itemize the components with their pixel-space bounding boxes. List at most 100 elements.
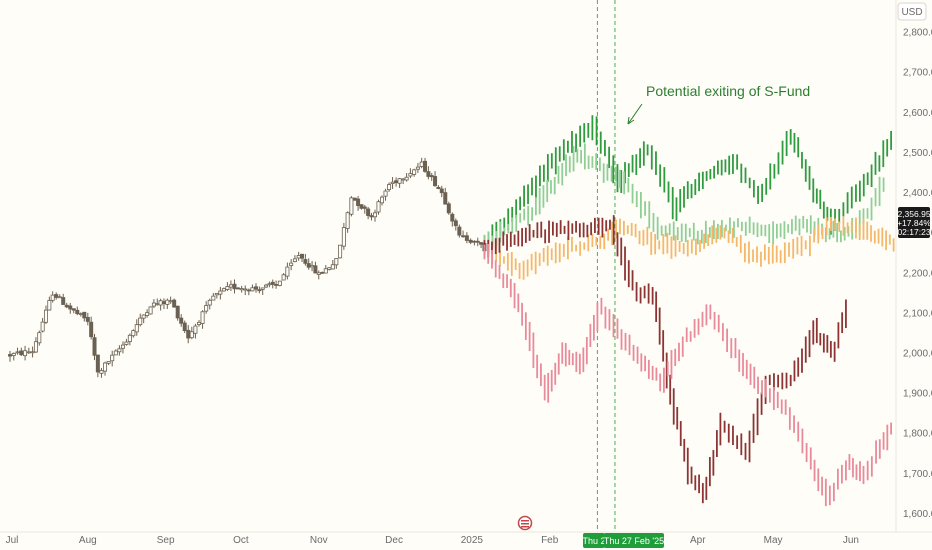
candle-body [264, 284, 269, 288]
price-tick-label[interactable]: 2,800.00 [903, 28, 932, 39]
candle-body [415, 166, 420, 170]
candle-body [243, 288, 248, 291]
candle-body [341, 227, 346, 247]
candle-body [92, 337, 97, 356]
price-tick-label[interactable]: 1,800.00 [903, 429, 932, 440]
candle-body [453, 220, 458, 227]
projection-bars [483, 115, 895, 507]
candle-body [475, 240, 480, 243]
candle-body [404, 176, 409, 181]
time-scale[interactable]: Jul Aug Sep Oct Nov Dec 2025 Feb Apr May Jun [6, 535, 859, 546]
price-tick-label[interactable]: 2,500.00 [903, 148, 932, 159]
candle-body [457, 226, 462, 236]
candle-body [366, 208, 371, 216]
price-tick-label[interactable]: 2,100.00 [903, 308, 932, 319]
crosshair-lines [596, 0, 616, 532]
candle-body [464, 235, 469, 241]
annotation-arrow-head-a [627, 116, 630, 125]
candle-body [134, 324, 139, 333]
earnings-flag-icon[interactable] [517, 515, 533, 531]
candle-body [468, 239, 473, 243]
candle-body [359, 204, 364, 209]
candle-body [450, 213, 455, 222]
candle-body [383, 190, 388, 197]
candle-body [89, 321, 94, 338]
time-tick-label[interactable]: Nov [310, 535, 328, 546]
candle-body [313, 265, 318, 274]
candle-body [380, 196, 385, 204]
candle-body [117, 348, 122, 353]
candle-body [68, 305, 73, 310]
candle-body [221, 288, 226, 292]
candle-body [446, 203, 451, 214]
candle-body [50, 294, 55, 301]
currency-label[interactable]: USD [901, 7, 922, 18]
time-tick-label[interactable]: Sep [157, 535, 175, 546]
candle-body [54, 294, 59, 298]
time-tick-label[interactable]: Dec [385, 535, 403, 546]
candle-body [306, 263, 311, 268]
candle-body [127, 334, 132, 342]
candle-body [250, 287, 255, 292]
candle-body [285, 266, 290, 277]
last-price-change: +17.84% [897, 218, 931, 228]
candle-body [394, 180, 399, 184]
candle-body [82, 311, 87, 319]
last-price-value: 2,356.95 [897, 209, 930, 219]
candle-body [303, 259, 308, 264]
candle-body [165, 299, 170, 305]
candle-body [310, 264, 315, 268]
candle-body [260, 287, 265, 290]
candle-body [323, 268, 328, 274]
candle-body [232, 283, 237, 290]
candle-body [158, 300, 163, 306]
time-tick-label[interactable]: 2025 [461, 535, 484, 546]
time-tick-label[interactable]: Feb [541, 535, 559, 546]
candle-body [408, 173, 413, 177]
time-tick-label[interactable]: Jul [6, 535, 19, 546]
candle-body [57, 296, 62, 299]
candle-body [412, 169, 417, 175]
crosshair-badge-1 [583, 533, 605, 548]
candle-body [352, 197, 357, 201]
crosshair-time-badges: Thu 2 Thu 27 Feb '25 [582, 533, 664, 548]
candle-body [267, 283, 272, 286]
currency-button-box[interactable] [897, 2, 927, 21]
price-tick-label[interactable]: 2,600.00 [903, 108, 932, 119]
candle-body [33, 341, 38, 353]
time-tick-label[interactable]: Jun [843, 535, 859, 546]
time-tick-label[interactable]: Aug [79, 535, 97, 546]
candle-body [218, 290, 223, 295]
candle-body [236, 287, 241, 290]
price-tick-label[interactable]: 1,900.00 [903, 389, 932, 400]
candle-body [85, 317, 90, 322]
candle-body [239, 288, 244, 291]
candle-body [37, 332, 42, 344]
price-tick-label[interactable]: 2,000.00 [903, 349, 932, 360]
price-tick-label[interactable]: 2,400.00 [903, 188, 932, 199]
price-tick-label[interactable]: 2,200.00 [903, 268, 932, 279]
candle-body [61, 297, 66, 305]
currency-button[interactable]: USD [897, 2, 927, 21]
price-tick-label[interactable]: 1,700.00 [903, 469, 932, 480]
annotation-arrow [627, 103, 643, 125]
candle-body [193, 325, 198, 334]
candle-body [246, 289, 251, 292]
candle-body [369, 215, 374, 218]
candle-body [257, 289, 262, 292]
time-tick-label[interactable]: Oct [233, 535, 249, 546]
time-tick-label[interactable]: Apr [690, 535, 706, 546]
price-tick-label[interactable]: 2,700.00 [903, 68, 932, 79]
last-price-box: 2,356.95 +17.84% 02:17:23 [897, 207, 931, 238]
price-tick-label[interactable]: 1,600.00 [903, 509, 932, 520]
candle-body [419, 161, 424, 167]
candle-body [274, 284, 279, 286]
time-tick-label[interactable]: May [764, 535, 783, 546]
candle-body [99, 370, 104, 374]
candle-body [372, 212, 377, 218]
candle-body [320, 271, 325, 274]
candle-body [120, 344, 125, 349]
candle-body [47, 300, 52, 311]
